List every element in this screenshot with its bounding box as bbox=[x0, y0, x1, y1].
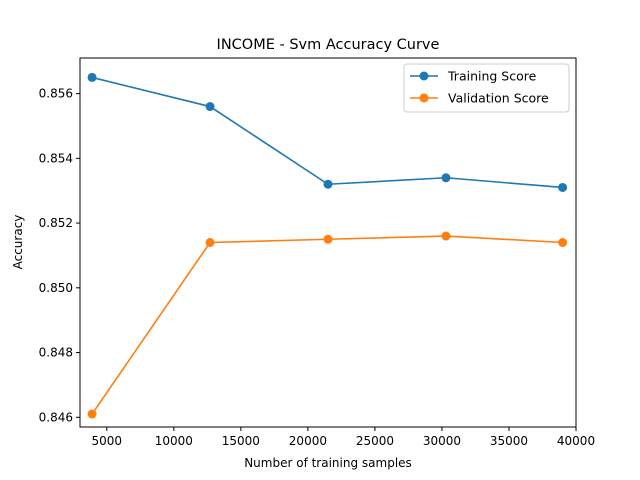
x-tick-label: 10000 bbox=[155, 434, 193, 448]
y-tick-label: 0.848 bbox=[39, 346, 73, 360]
data-point-training-score bbox=[323, 179, 333, 189]
data-point-training-score bbox=[205, 102, 215, 112]
plot-area: 5000 10000 15000 20000 25000 30000 35000 40000 … bbox=[39, 57, 595, 448]
x-tick-label: 5000 bbox=[92, 434, 123, 448]
x-tick-label: 15000 bbox=[222, 434, 260, 448]
y-tick-label: 0.846 bbox=[39, 410, 73, 424]
y-tick-label: 0.852 bbox=[39, 216, 73, 230]
x-tick-label: 30000 bbox=[423, 434, 461, 448]
legend-marker-training bbox=[419, 71, 429, 81]
y-tick-label: 0.854 bbox=[39, 151, 73, 165]
data-point-validation-score bbox=[441, 231, 451, 241]
legend-box bbox=[403, 63, 570, 113]
data-point-validation-score bbox=[205, 238, 215, 247]
legend-label-validation: Validation Score bbox=[448, 91, 549, 106]
legend-label-training: Training Score bbox=[447, 69, 537, 84]
x-tick-label: 20000 bbox=[289, 434, 327, 448]
y-tick-label: 0.850 bbox=[39, 281, 73, 295]
x-axis-ticks: 5000 10000 15000 20000 25000 30000 35000 40000 bbox=[92, 427, 595, 448]
y-axis-ticks: 0.846 0.848 0.850 0.852 0.854 0.856 bbox=[39, 87, 80, 424]
x-tick-label: 25000 bbox=[356, 434, 394, 448]
y-tick-label: 0.856 bbox=[39, 87, 73, 101]
data-point-validation-score bbox=[323, 234, 333, 244]
y-axis-label: Accuracy bbox=[11, 215, 25, 270]
legend-entry-training: Training Score bbox=[410, 69, 537, 84]
chart-title: INCOME - Svm Accuracy Curve bbox=[217, 37, 440, 53]
legend-entry-validation: Validation Score bbox=[410, 91, 549, 106]
legend-marker-validation bbox=[419, 93, 429, 103]
data-point-validation-score bbox=[87, 409, 97, 419]
x-tick-label: 35000 bbox=[490, 434, 528, 448]
data-point-validation-score bbox=[558, 238, 568, 247]
data-point-training-score bbox=[558, 182, 568, 192]
data-point-training-score bbox=[441, 173, 451, 183]
axes-frame bbox=[79, 57, 577, 428]
series-layer bbox=[87, 72, 568, 419]
x-tick-label: 40000 bbox=[557, 434, 595, 448]
data-point-training-score bbox=[87, 72, 97, 82]
legend: Training Score Validation Score bbox=[403, 63, 570, 113]
x-axis-label: Number of training samples bbox=[244, 456, 412, 470]
